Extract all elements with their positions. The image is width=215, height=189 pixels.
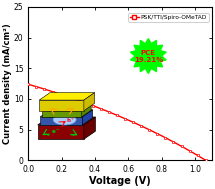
Y-axis label: Current density (mA/cm²): Current density (mA/cm²): [3, 23, 12, 144]
Polygon shape: [131, 39, 166, 74]
Text: PCE
19.21%: PCE 19.21%: [134, 50, 163, 63]
X-axis label: Voltage (V): Voltage (V): [89, 176, 151, 186]
Legend: PSK/TTI/Spiro-OMeTAD: PSK/TTI/Spiro-OMeTAD: [128, 13, 209, 22]
